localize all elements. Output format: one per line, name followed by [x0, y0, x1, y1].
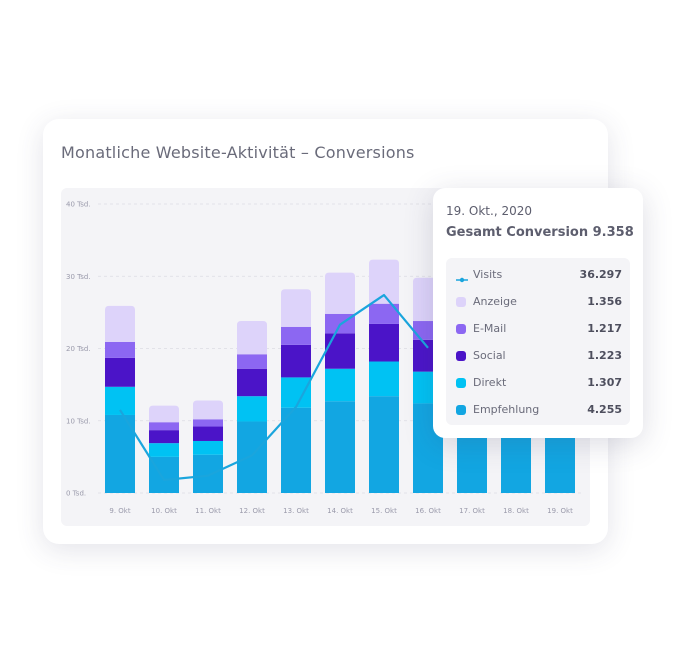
tooltip-row-label: Direkt	[473, 376, 507, 389]
tooltip-row-label: Empfehlung	[473, 403, 540, 416]
square-marker-icon	[456, 351, 466, 361]
x-tick-label: 16. Okt	[415, 507, 441, 515]
visits-line	[119, 293, 429, 482]
bar-segment-direkt	[237, 396, 267, 422]
tooltip-total: Gesamt Conversion 9.358	[446, 225, 634, 240]
bar-segment-social	[105, 357, 135, 387]
tooltip-row-value: 36.297	[579, 268, 622, 281]
bar-segment-empfehlung	[281, 407, 311, 493]
x-tick-label: 19. Okt	[547, 507, 573, 515]
bar-segment-anzeige	[149, 405, 179, 423]
bar-segment-e-mail	[281, 326, 311, 345]
bar-segment-social	[193, 426, 223, 441]
tooltip-row-value: 1.356	[587, 295, 622, 308]
bar-segment-social	[369, 323, 399, 362]
square-marker-icon	[456, 405, 466, 415]
bar-segment-empfehlung	[369, 396, 399, 493]
bar-segment-direkt	[193, 440, 223, 455]
square-marker-icon	[456, 378, 466, 388]
bar-segment-anzeige	[193, 400, 223, 420]
x-tick-label: 12. Okt	[239, 507, 265, 515]
bar-segment-empfehlung	[545, 430, 575, 493]
bar-segment-e-mail	[149, 422, 179, 431]
y-tick-label: 40 Tsd.	[66, 201, 91, 209]
y-tick-label: 0 Tsd.	[66, 490, 86, 498]
tooltip-row-label: E-Mail	[473, 322, 507, 335]
bar-segment-direkt	[149, 443, 179, 457]
bar-segment-anzeige	[369, 259, 399, 304]
tooltip-row-value: 1.223	[587, 349, 622, 362]
tooltip-row-direkt: Direkt 1.307	[446, 373, 630, 393]
bar-segment-direkt	[369, 361, 399, 397]
tooltip-row-e-mail: E-Mail 1.217	[446, 319, 630, 339]
chart-title: Monatliche Website-Aktivität – Conversio…	[61, 143, 415, 162]
tooltip-row-visits: Visits 36.297	[446, 265, 630, 285]
bar-segment-e-mail	[193, 419, 223, 427]
x-tick-label: 9. Okt	[109, 507, 130, 515]
bar-segment-social	[325, 333, 355, 369]
tooltip-date: 19. Okt., 2020	[446, 204, 532, 218]
bar-segment-empfehlung	[325, 401, 355, 493]
line-marker-icon	[456, 270, 468, 283]
x-tick-label: 15. Okt	[371, 507, 397, 515]
bar-segment-anzeige	[237, 321, 267, 355]
x-tick-label: 17. Okt	[459, 507, 485, 515]
bar-segment-social	[237, 368, 267, 397]
bar-segment-anzeige	[325, 272, 355, 314]
tooltip-row-label: Visits	[473, 268, 503, 281]
bar-segment-empfehlung	[193, 454, 223, 493]
tooltip-row-anzeige: Anzeige 1.356	[446, 292, 630, 312]
tooltip-row-social: Social 1.223	[446, 346, 630, 366]
bar-segment-social	[149, 430, 179, 444]
y-tick-label: 10 Tsd.	[66, 417, 91, 425]
bar-segment-e-mail	[237, 354, 267, 369]
square-marker-icon	[456, 324, 466, 334]
tooltip-row-empfehlung: Empfehlung 4.255	[446, 400, 630, 420]
x-tick-label: 11. Okt	[195, 507, 221, 515]
bar-segment-e-mail	[105, 341, 135, 358]
bar-segment-direkt	[281, 377, 311, 408]
tooltip-row-label: Anzeige	[473, 295, 517, 308]
tooltip-legend-list: Visits 36.297 Anzeige 1.356 E-Mail 1.217 Socia…	[446, 258, 630, 425]
tooltip-row-value: 4.255	[587, 403, 622, 416]
bar-segment-empfehlung	[105, 414, 135, 493]
bar-segment-anzeige	[281, 289, 311, 327]
tooltip-row-label: Social	[473, 349, 506, 362]
bar-segment-direkt	[325, 368, 355, 402]
bar-segment-e-mail	[369, 303, 399, 324]
x-tick-label: 13. Okt	[283, 507, 309, 515]
tooltip-row-value: 1.307	[587, 376, 622, 389]
square-marker-icon	[456, 297, 466, 307]
y-tick-label: 20 Tsd.	[66, 345, 91, 353]
bar-segment-empfehlung	[237, 421, 267, 493]
tooltip-row-value: 1.217	[587, 322, 622, 335]
x-tick-label: 18. Okt	[503, 507, 529, 515]
bar-segment-anzeige	[105, 305, 135, 342]
x-tick-label: 14. Okt	[327, 507, 353, 515]
bar-segment-empfehlung	[501, 430, 531, 493]
bar-segment-social	[281, 344, 311, 378]
y-tick-label: 30 Tsd.	[66, 273, 91, 281]
x-tick-label: 10. Okt	[151, 507, 177, 515]
bar-segment-empfehlung	[457, 430, 487, 493]
chart-tooltip: 19. Okt., 2020 Gesamt Conversion 9.358 V…	[433, 188, 643, 438]
